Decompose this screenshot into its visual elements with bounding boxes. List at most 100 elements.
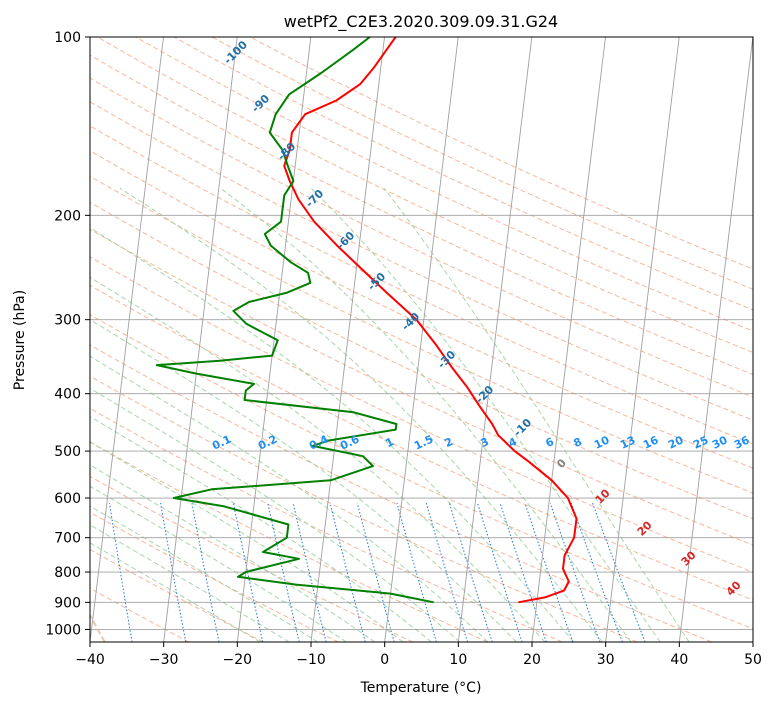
y-tick-label: 500 xyxy=(54,444,81,460)
moist-adiabat xyxy=(90,524,290,642)
mixing-ratio-line xyxy=(109,503,133,642)
dry-adiabat xyxy=(90,314,753,630)
mixing-ratio-label: 25 xyxy=(691,433,710,451)
x-tick-label: 20 xyxy=(523,652,541,668)
dry-adiabat xyxy=(135,37,753,332)
mixing-ratio-line xyxy=(292,502,327,642)
plot-frame xyxy=(89,36,754,643)
dry-adiabat-label: -100 xyxy=(221,38,250,67)
dry-adiabat xyxy=(90,201,753,520)
moist-adiabat xyxy=(90,542,261,642)
isotherm xyxy=(457,37,533,642)
mixing-ratio-line xyxy=(592,502,646,642)
mixing-ratio-label: 10 xyxy=(592,433,612,451)
dry-adiabat xyxy=(90,284,753,601)
dry-adiabat-label: -70 xyxy=(303,187,326,210)
y-tick-label: 300 xyxy=(54,313,81,329)
moist-adiabats xyxy=(90,187,690,642)
x-axis-label: Temperature (°C) xyxy=(360,680,482,696)
y-tick-label: 600 xyxy=(54,491,81,507)
dry-adiabat xyxy=(90,441,488,642)
x-tick-label: −10 xyxy=(296,652,326,668)
y-tick-label: 200 xyxy=(54,208,81,224)
x-tick-label: 30 xyxy=(597,652,615,668)
moist-adiabat xyxy=(119,187,603,642)
isotherm xyxy=(752,638,753,642)
mixing-ratio-line xyxy=(191,503,220,642)
isotherms xyxy=(90,37,753,642)
mixing-ratio-line xyxy=(356,502,395,642)
isobars xyxy=(90,37,753,630)
mixing-ratio-label: 13 xyxy=(618,433,637,451)
mixing-ratio-label: 20 xyxy=(666,433,686,451)
dry-adiabat-label: -60 xyxy=(334,229,357,252)
dry-adiabat-label: -40 xyxy=(399,310,422,333)
mixing-ratio-line xyxy=(329,502,366,642)
mixing-ratio-label: 36 xyxy=(732,433,752,451)
dry-adiabat-label: 20 xyxy=(635,518,655,538)
isotherm xyxy=(384,37,459,642)
y-tick-label: 900 xyxy=(54,595,81,611)
dry-adiabat xyxy=(90,256,753,573)
y-tick-label: 100 xyxy=(54,30,81,46)
temperature-trace xyxy=(283,37,578,604)
y-axis-ticks: 100 200 300 400 500 600 700 800 900 1000 xyxy=(45,30,90,638)
y-tick-label: 700 xyxy=(54,531,81,547)
dry-adiabat xyxy=(90,548,264,642)
dry-adiabat-label: -10 xyxy=(511,416,534,439)
chart-title: wetPf2_C2E3.2020.309.09.31.G24 xyxy=(284,12,558,32)
moist-adiabat xyxy=(90,276,546,642)
moist-adiabat xyxy=(383,187,690,642)
x-tick-label: −40 xyxy=(75,652,105,668)
mixing-ratio-label: 1 xyxy=(384,435,396,450)
dry-adiabat xyxy=(90,407,563,642)
x-tick-label: −20 xyxy=(223,652,253,668)
sounding-traces xyxy=(155,37,578,604)
mixing-ratio-label: 6 xyxy=(544,435,557,450)
mixing-ratio-line xyxy=(425,502,468,642)
x-tick-label: 50 xyxy=(744,652,762,668)
mixing-ratio-label: 1.5 xyxy=(412,433,435,453)
dry-adiabat-label: 0 xyxy=(554,456,569,471)
dry-adiabat xyxy=(90,77,753,398)
mixing-ratio-label: 0.2 xyxy=(256,433,279,453)
mixing-ratio-line xyxy=(570,502,623,642)
dry-adiabat xyxy=(90,344,712,642)
dry-adiabat-label: 30 xyxy=(679,548,699,568)
dry-adiabat xyxy=(249,37,753,270)
mixing-ratio-line xyxy=(232,503,264,642)
mixing-ratio-label: 16 xyxy=(641,433,661,451)
x-axis-ticks: −40 −30 −20 −10 0 10 20 30 40 50 xyxy=(75,642,762,668)
moist-adiabat xyxy=(90,319,517,642)
moist-adiabat xyxy=(90,485,347,642)
y-tick-label: 400 xyxy=(54,387,81,403)
isotherm xyxy=(605,37,680,642)
dry-adiabat-label: 10 xyxy=(593,486,613,506)
moist-adiabat xyxy=(220,187,632,642)
y-tick-label: 1000 xyxy=(45,622,81,638)
dry-adiabat xyxy=(90,54,753,376)
moist-adiabat xyxy=(310,187,661,642)
mixing-ratio-line xyxy=(449,502,493,642)
moist-adiabat xyxy=(90,355,489,642)
mixing-ratio-label: 30 xyxy=(710,433,730,451)
isotherm xyxy=(163,37,238,642)
dry-adiabat xyxy=(90,587,190,642)
mixing-ratio-line xyxy=(477,502,523,642)
dewpoint-trace xyxy=(155,37,434,604)
mixing-ratio-lines xyxy=(109,502,646,642)
dry-adiabat xyxy=(90,475,414,642)
mixing-ratio-line xyxy=(267,502,300,642)
dry-adiabats xyxy=(90,37,753,642)
moist-adiabat xyxy=(90,441,404,642)
dry-adiabat-label: -90 xyxy=(249,92,272,115)
x-tick-label: 10 xyxy=(449,652,467,668)
mixing-ratio-line xyxy=(549,502,601,642)
isotherm xyxy=(310,37,385,642)
x-tick-label: 40 xyxy=(670,652,688,668)
dry-adiabat xyxy=(97,37,753,354)
x-tick-label: 0 xyxy=(380,652,389,668)
dry-adiabat xyxy=(90,101,753,421)
dry-adiabat xyxy=(211,37,753,290)
